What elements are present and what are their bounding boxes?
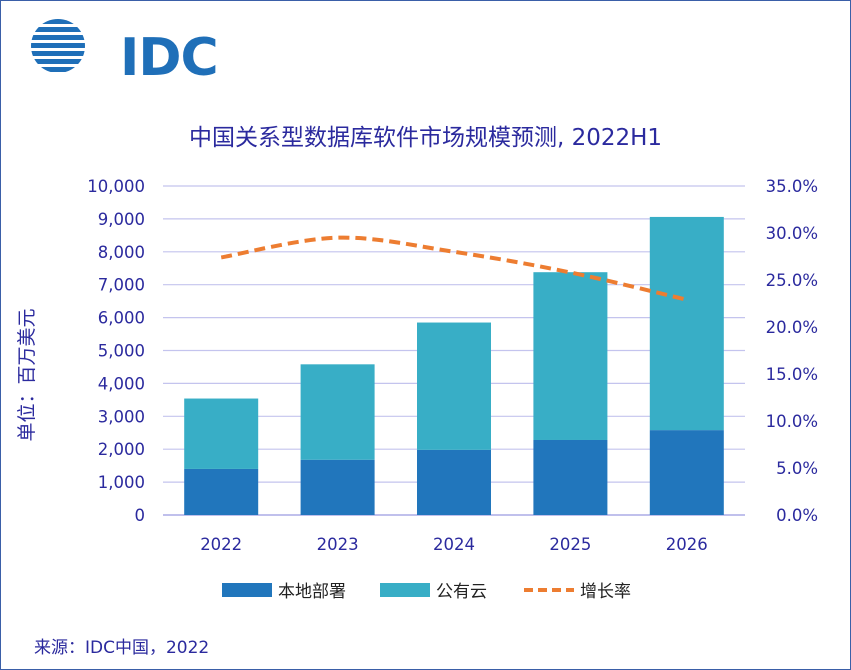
legend-item-onprem: 本地部署 [222, 577, 346, 602]
bar-segment [184, 398, 259, 469]
bar-segment [417, 322, 491, 450]
legend-item-cloud: 公有云 [380, 577, 487, 602]
growth-rate-line [220, 235, 688, 302]
y2-tick-label: 5.0% [776, 459, 818, 478]
legend-swatch-onprem [222, 582, 272, 597]
x-tick-label: 2025 [549, 535, 591, 554]
bar-segment [300, 364, 375, 460]
x-tick-label: 2023 [317, 535, 359, 554]
chart-title: 中国关系型数据库软件市场规模预测, 2022H1 [188, 125, 663, 151]
legend-label-onprem: 本地部署 [278, 582, 346, 602]
bar-segment [649, 430, 724, 515]
y-tick-label: 5,000 [98, 342, 145, 361]
legend-item-growth: 增长率 [524, 577, 631, 602]
growth-rate-point [337, 237, 338, 238]
y-tick-label: 7,000 [98, 276, 145, 295]
y-tick-label: 9,000 [98, 210, 145, 229]
y-tick-label: 1,000 [98, 473, 145, 492]
idc-globe-icon [31, 19, 85, 72]
y-tick-label: 0 [135, 506, 146, 525]
x-tick-label: 2026 [666, 535, 708, 554]
y-tick-label: 4,000 [98, 374, 145, 393]
y2-tick-label: 35.0% [766, 177, 818, 196]
legend-swatch-growth [524, 587, 574, 592]
y2-tick-label: 15.0% [766, 365, 818, 384]
bar-segment [649, 216, 724, 431]
legend-label-cloud: 公有云 [436, 582, 487, 602]
bar-segment [533, 439, 608, 515]
bar-segment [533, 272, 608, 440]
x-tick-label: 2024 [433, 535, 475, 554]
y2-tick-label: 20.0% [766, 318, 818, 337]
x-tick-label: 2022 [200, 535, 242, 554]
idc-logo: IDC [28, 18, 219, 84]
y-tick-label: 10,000 [87, 177, 145, 196]
legend-swatch-cloud [380, 582, 430, 597]
source-note: 来源：IDC中国，2022 [34, 638, 210, 658]
bar-segment [417, 449, 491, 515]
legend: 本地部署 公有云 增长率 [0, 577, 851, 602]
y2-tick-label: 0.0% [776, 506, 818, 525]
y-tick-label: 2,000 [98, 440, 145, 459]
y-axis-label: 单位：百万美元 [16, 308, 38, 442]
y2-tick-label: 30.0% [766, 224, 818, 243]
y2-tick-label: 25.0% [766, 271, 818, 290]
bar-segment [184, 468, 259, 515]
idc-logo-text: IDC [120, 28, 219, 88]
y-tick-label: 6,000 [98, 309, 145, 328]
y-tick-label: 3,000 [98, 407, 145, 426]
legend-label-growth: 增长率 [580, 582, 631, 602]
y-tick-label: 8,000 [98, 243, 145, 262]
bar-segment [300, 459, 375, 515]
y2-tick-label: 10.0% [766, 412, 818, 431]
